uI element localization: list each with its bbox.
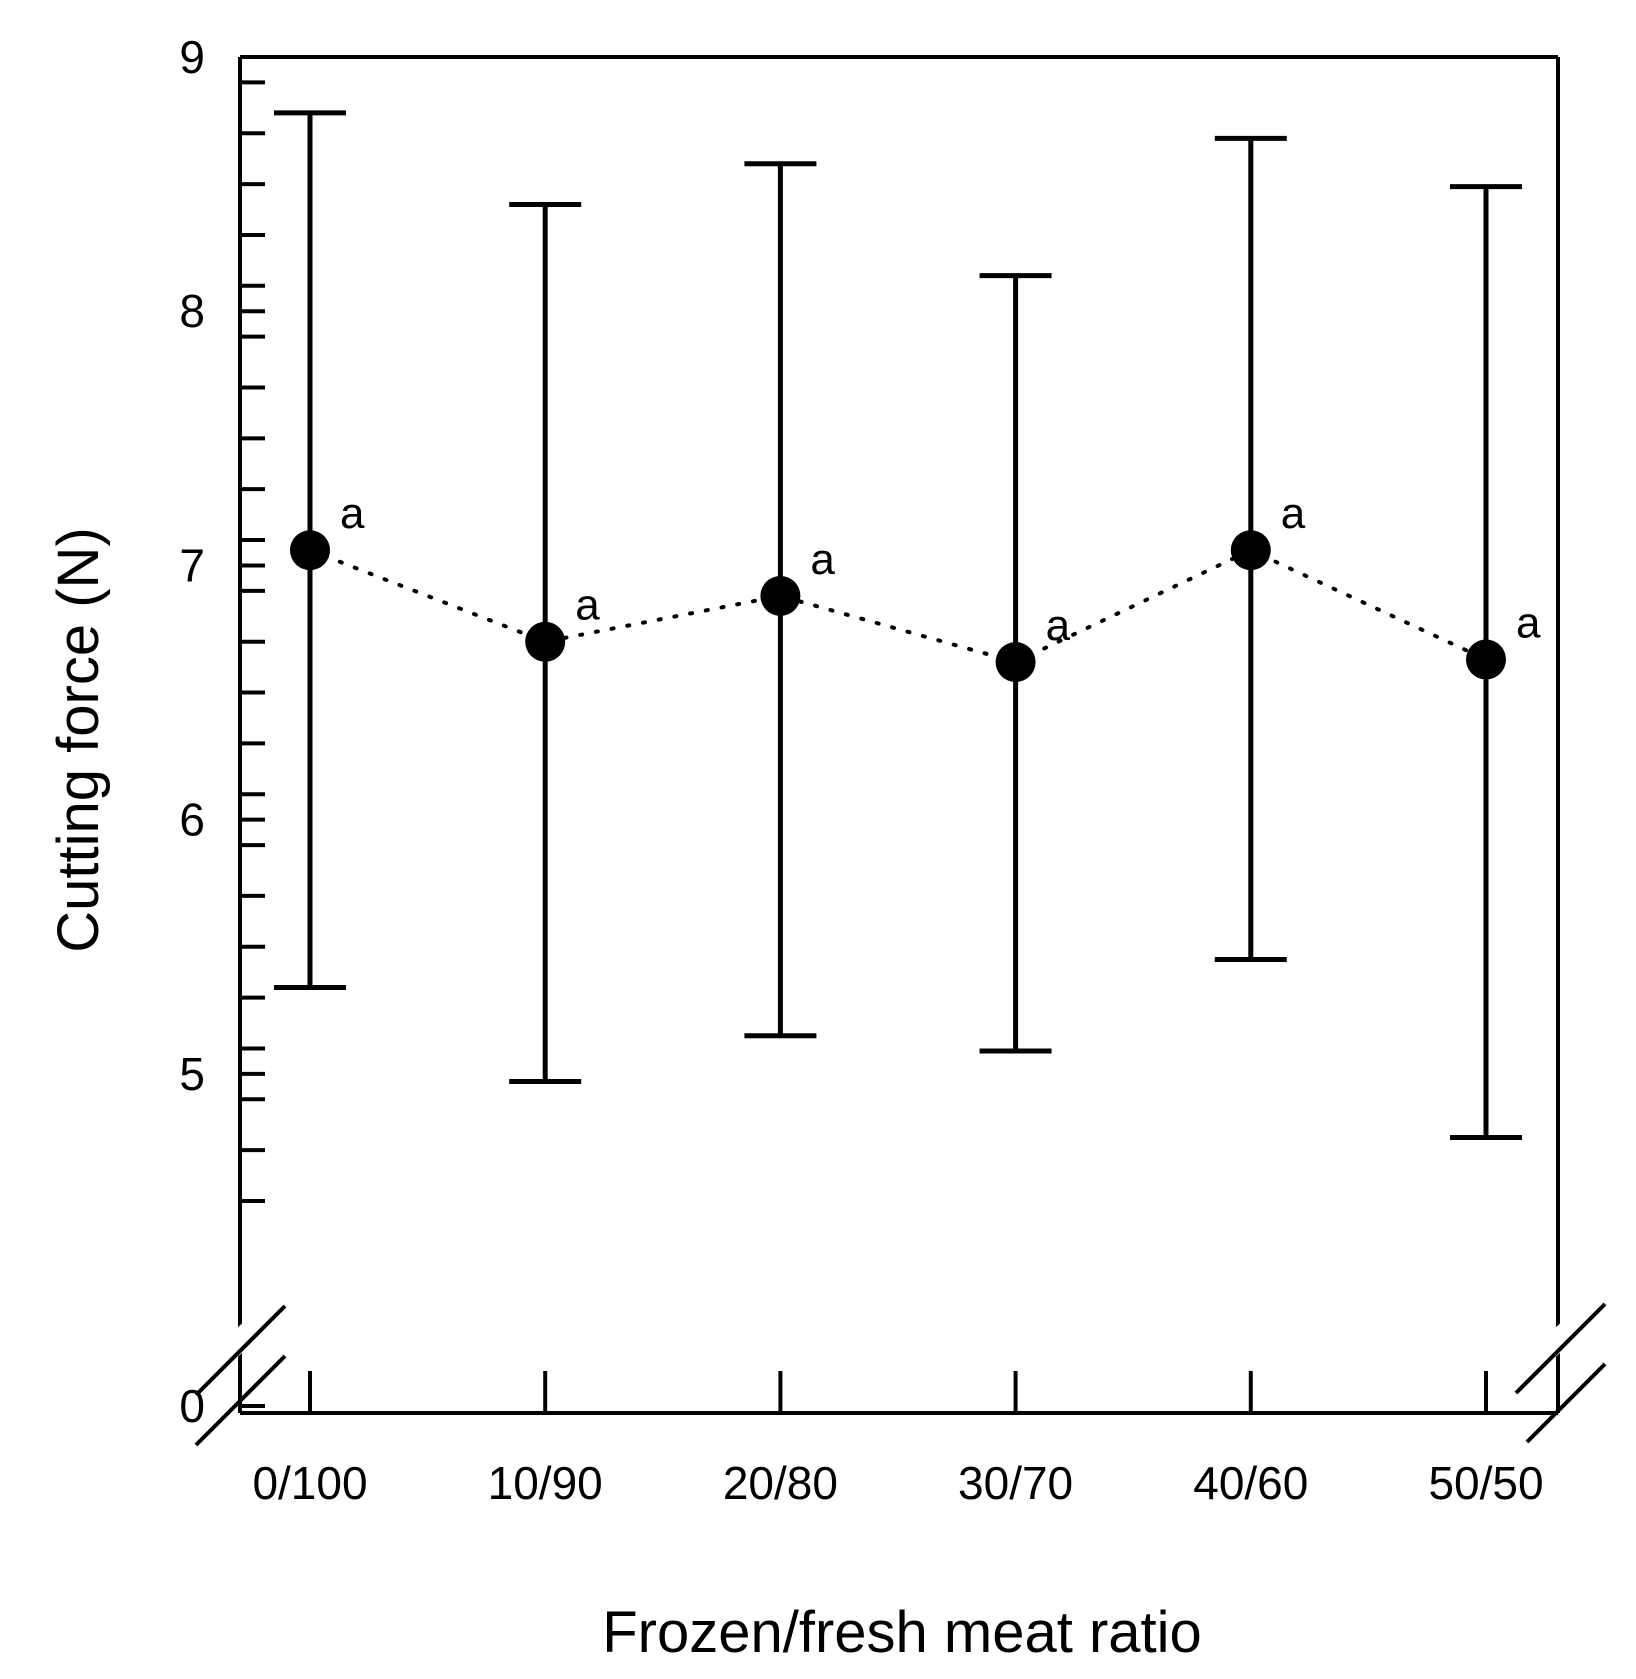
significance-label: a xyxy=(1516,599,1541,648)
right-break-gap xyxy=(1505,1291,1611,1389)
y-tick-label: 5 xyxy=(179,1048,205,1100)
data-point xyxy=(290,530,330,571)
x-tick-label: 50/50 xyxy=(1428,1457,1543,1509)
y-axis-title: Cutting force (N) xyxy=(46,527,111,952)
y-tick-label: 8 xyxy=(179,285,205,337)
data-point xyxy=(760,575,801,616)
x-tick-label: 10/90 xyxy=(488,1457,603,1509)
x-axis-title: Frozen/fresh meat ratio xyxy=(602,1600,1202,1665)
error-bars xyxy=(274,110,1522,1140)
significance-label: a xyxy=(340,489,365,538)
data-point xyxy=(1230,530,1271,571)
series-line xyxy=(308,547,1488,665)
y-tick-label: 6 xyxy=(179,794,205,846)
y-break-mark xyxy=(194,1354,287,1447)
significance-label: a xyxy=(1281,489,1306,538)
axis-break-marks xyxy=(187,1291,1611,1447)
y-break-mark xyxy=(194,1304,287,1397)
x-tick-label: 30/70 xyxy=(958,1457,1073,1509)
x-tick-label: 20/80 xyxy=(723,1457,838,1509)
dotted-connecting-line xyxy=(308,547,1488,665)
data-point xyxy=(1466,639,1506,680)
data-points xyxy=(290,530,1506,683)
right-break-mark xyxy=(1525,1362,1607,1444)
plot-frame xyxy=(238,55,1560,1415)
y-break-gap xyxy=(187,1291,293,1389)
y-tick-label: 9 xyxy=(179,31,205,83)
x-axis-ticks: 0/100 10/90 20/80 30/70 40/60 50/50 xyxy=(252,1371,1544,1509)
x-tick-label: 0/100 xyxy=(252,1457,367,1509)
data-point xyxy=(525,621,566,662)
x-tick-label: 40/60 xyxy=(1193,1457,1308,1509)
significance-label: a xyxy=(575,581,600,630)
significance-labels: a a a a a a xyxy=(340,489,1541,650)
y-tick-label: 7 xyxy=(179,539,205,591)
significance-label: a xyxy=(1046,601,1071,650)
right-break-mark xyxy=(1514,1302,1607,1395)
data-point xyxy=(995,642,1036,683)
significance-label: a xyxy=(810,535,835,584)
